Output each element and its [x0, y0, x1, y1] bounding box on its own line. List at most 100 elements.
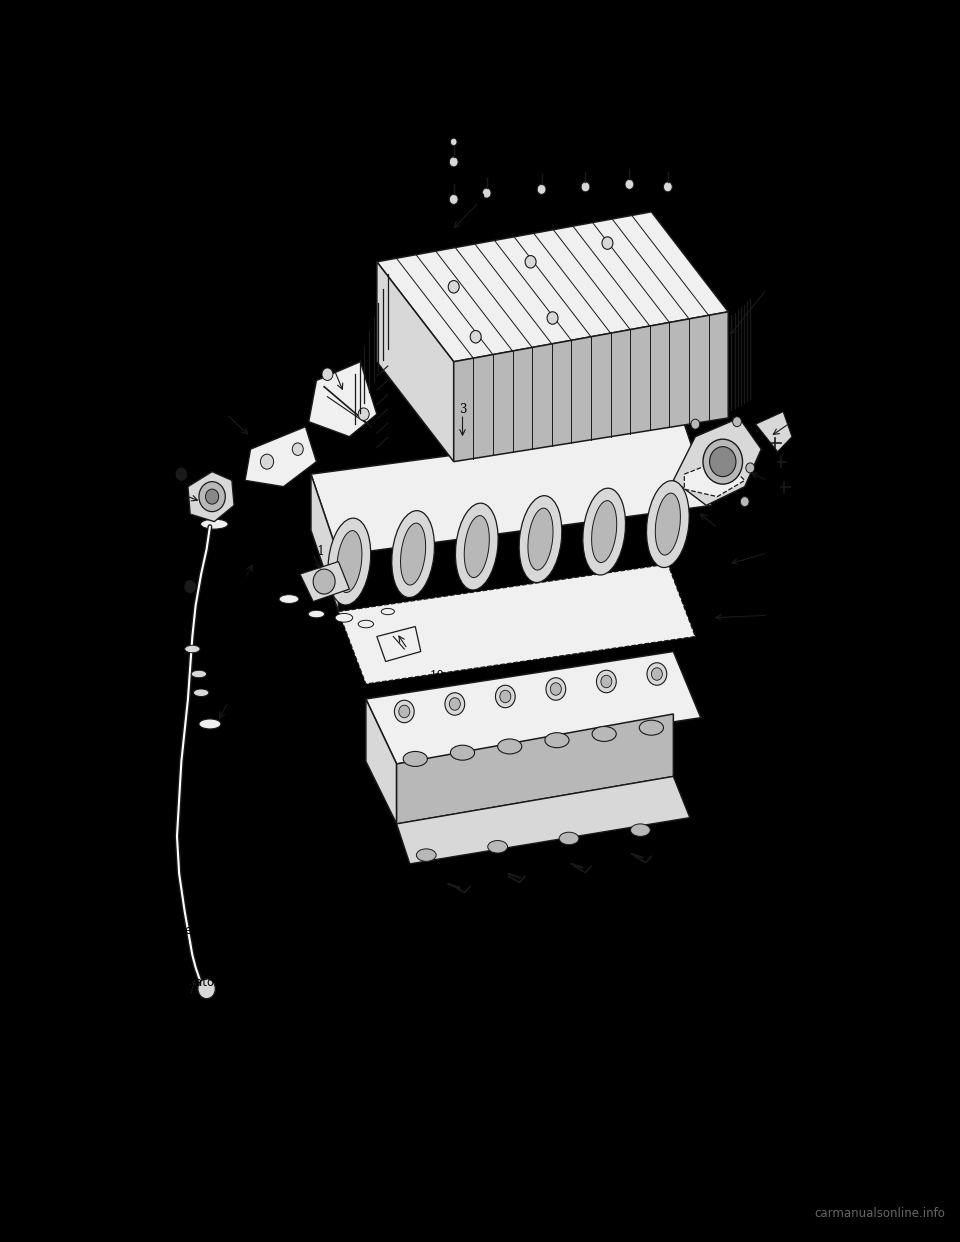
Circle shape: [602, 237, 612, 250]
Polygon shape: [311, 425, 711, 555]
Ellipse shape: [519, 496, 562, 582]
Circle shape: [709, 447, 736, 477]
Circle shape: [596, 671, 616, 693]
Circle shape: [449, 156, 458, 166]
Ellipse shape: [639, 720, 663, 735]
Circle shape: [444, 693, 465, 715]
Polygon shape: [366, 652, 701, 764]
Ellipse shape: [191, 671, 206, 678]
Polygon shape: [300, 561, 349, 601]
Ellipse shape: [335, 614, 352, 622]
Text: 7.  EGR Valve Gasket: 7. EGR Valve Gasket: [133, 1082, 257, 1094]
Ellipse shape: [308, 610, 324, 617]
Polygon shape: [245, 427, 317, 487]
Circle shape: [546, 678, 565, 700]
Circle shape: [199, 482, 226, 512]
Text: 10: 10: [430, 669, 444, 683]
Text: 16: 16: [770, 605, 785, 619]
Polygon shape: [454, 312, 729, 462]
Text: 4: 4: [216, 405, 223, 419]
Polygon shape: [377, 626, 420, 662]
Circle shape: [538, 184, 546, 194]
Ellipse shape: [328, 518, 371, 605]
Circle shape: [740, 497, 749, 507]
Circle shape: [176, 468, 187, 481]
Ellipse shape: [403, 751, 427, 766]
Circle shape: [198, 979, 215, 999]
Text: 2: 2: [477, 193, 485, 206]
Circle shape: [691, 420, 700, 430]
Text: 8: 8: [188, 995, 195, 1007]
Polygon shape: [377, 262, 454, 462]
Text: 16.  Intake Plenum Gasket: 16. Intake Plenum Gasket: [476, 1108, 631, 1120]
Ellipse shape: [337, 530, 362, 592]
Text: 11.  EVAP Purge Solenoid: 11. EVAP Purge Solenoid: [476, 976, 623, 990]
Text: 5.  Intake Plenum Stay, Rear: 5. Intake Plenum Stay, Rear: [133, 1028, 300, 1042]
Text: 8.  EGR Pipe: 8. EGR Pipe: [133, 1108, 204, 1120]
Text: 11: 11: [311, 545, 325, 558]
Circle shape: [547, 312, 558, 324]
Circle shape: [495, 686, 516, 708]
Circle shape: [525, 256, 536, 268]
Circle shape: [448, 281, 459, 293]
Text: 98A07902: 98A07902: [122, 1170, 176, 1180]
Polygon shape: [339, 564, 695, 684]
Ellipse shape: [583, 488, 626, 575]
Circle shape: [450, 138, 457, 145]
Text: 4.  Intake Plenum Stay, Front: 4. Intake Plenum Stay, Front: [133, 1002, 303, 1016]
Polygon shape: [673, 419, 761, 505]
Circle shape: [292, 443, 303, 456]
Text: 1: 1: [767, 281, 774, 293]
Ellipse shape: [450, 745, 474, 760]
Text: 9: 9: [227, 693, 234, 705]
Circle shape: [732, 416, 741, 427]
Text: 15.  Intake Plenum: 15. Intake Plenum: [476, 1082, 587, 1094]
Circle shape: [395, 700, 414, 723]
Polygon shape: [188, 472, 234, 522]
Circle shape: [449, 698, 460, 710]
Text: 1.  Engine Cover: 1. Engine Cover: [133, 924, 230, 936]
Circle shape: [652, 668, 662, 681]
Ellipse shape: [381, 609, 395, 615]
Ellipse shape: [194, 689, 209, 697]
Ellipse shape: [392, 510, 435, 597]
Circle shape: [398, 705, 410, 718]
Ellipse shape: [656, 493, 681, 555]
Circle shape: [470, 330, 481, 343]
Text: 10.  Connector Bracket: 10. Connector Bracket: [476, 950, 612, 963]
Circle shape: [601, 676, 612, 688]
Circle shape: [746, 463, 755, 473]
Ellipse shape: [631, 823, 650, 836]
Text: carmanualsonline.info: carmanualsonline.info: [815, 1207, 946, 1220]
Text: 14.  Throttle Body Gasket: 14. Throttle Body Gasket: [476, 1054, 627, 1068]
Circle shape: [581, 181, 589, 191]
Circle shape: [663, 181, 672, 191]
Ellipse shape: [417, 848, 436, 862]
Ellipse shape: [592, 727, 616, 741]
Text: 9.  EGR Pipe Gasket: 9. EGR Pipe Gasket: [476, 924, 592, 936]
Text: 13.  Throttle Body: 13. Throttle Body: [476, 1028, 582, 1042]
Ellipse shape: [488, 841, 508, 853]
Circle shape: [184, 580, 196, 592]
Ellipse shape: [184, 646, 200, 653]
Text: 15: 15: [770, 543, 785, 555]
Circle shape: [550, 683, 562, 696]
Polygon shape: [309, 361, 377, 437]
Ellipse shape: [465, 515, 490, 578]
Circle shape: [703, 440, 742, 484]
Polygon shape: [684, 460, 745, 497]
Circle shape: [647, 663, 667, 686]
Circle shape: [313, 569, 335, 594]
Circle shape: [260, 455, 274, 469]
Ellipse shape: [497, 739, 522, 754]
Text: 6.  EGR Valve: 6. EGR Valve: [133, 1054, 212, 1068]
Ellipse shape: [279, 595, 299, 604]
Text: 14: 14: [719, 518, 734, 530]
Text: 5: 5: [329, 355, 337, 368]
Text: 13: 13: [770, 471, 785, 483]
Ellipse shape: [199, 719, 221, 729]
Polygon shape: [396, 776, 690, 864]
Polygon shape: [396, 714, 673, 823]
Polygon shape: [366, 699, 396, 823]
Circle shape: [500, 691, 511, 703]
